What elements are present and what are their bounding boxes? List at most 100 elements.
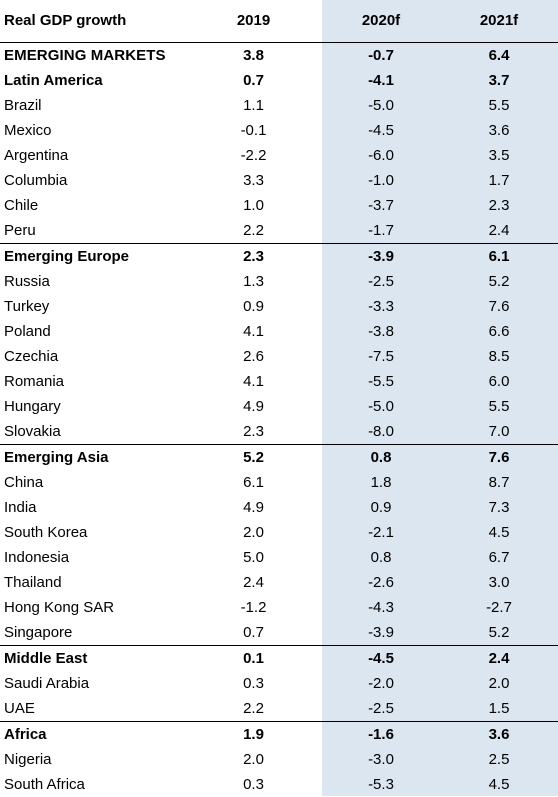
value-2020f: -5.0 [322, 394, 440, 419]
value-2021f: 3.6 [440, 722, 558, 748]
row-label: Columbia [0, 168, 185, 193]
value-2019: 4.9 [185, 495, 322, 520]
row-label: Russia [0, 269, 185, 294]
row-label: Africa [0, 722, 185, 748]
value-2020f: -5.3 [322, 772, 440, 797]
value-2021f: 5.2 [440, 620, 558, 646]
value-2019: 4.1 [185, 369, 322, 394]
row-label: Nigeria [0, 747, 185, 772]
value-2021f: 5.5 [440, 394, 558, 419]
value-2019: 0.7 [185, 620, 322, 646]
row-label: Czechia [0, 344, 185, 369]
value-2019: 2.2 [185, 696, 322, 722]
value-2021f: 8.5 [440, 344, 558, 369]
value-2019: 2.3 [185, 419, 322, 445]
row-label: UAE [0, 696, 185, 722]
value-2020f: -5.5 [322, 369, 440, 394]
value-2020f: -4.5 [322, 646, 440, 672]
value-2021f: 3.7 [440, 68, 558, 93]
value-2021f: 6.4 [440, 43, 558, 69]
value-2019: 1.0 [185, 193, 322, 218]
value-2021f: 3.6 [440, 118, 558, 143]
value-2020f: -1.6 [322, 722, 440, 748]
row-label: Chile [0, 193, 185, 218]
row-label: Latin America [0, 68, 185, 93]
value-2020f: -6.0 [322, 143, 440, 168]
value-2020f: -3.0 [322, 747, 440, 772]
header-2020f: 2020f [322, 0, 440, 43]
value-2020f: -0.7 [322, 43, 440, 69]
value-2019: 5.0 [185, 545, 322, 570]
row-label: South Africa [0, 772, 185, 797]
row-label: Emerging Asia [0, 445, 185, 471]
value-2021f: 6.1 [440, 244, 558, 270]
value-2019: 4.1 [185, 319, 322, 344]
value-2021f: 7.6 [440, 294, 558, 319]
value-2019: 0.1 [185, 646, 322, 672]
header-2021f: 2021f [440, 0, 558, 43]
value-2020f: -3.9 [322, 620, 440, 646]
row-label: Hungary [0, 394, 185, 419]
value-2019: 2.6 [185, 344, 322, 369]
value-2019: 2.0 [185, 520, 322, 545]
value-2019: 2.2 [185, 218, 322, 244]
row-label: Hong Kong SAR [0, 595, 185, 620]
row-label: Turkey [0, 294, 185, 319]
value-2021f: 8.7 [440, 470, 558, 495]
value-2019: 4.9 [185, 394, 322, 419]
value-2021f: 5.5 [440, 93, 558, 118]
row-label: Saudi Arabia [0, 671, 185, 696]
value-2020f: -5.0 [322, 93, 440, 118]
row-label: Brazil [0, 93, 185, 118]
value-2020f: -4.5 [322, 118, 440, 143]
value-2021f: 7.3 [440, 495, 558, 520]
row-label: Argentina [0, 143, 185, 168]
value-2020f: -2.1 [322, 520, 440, 545]
value-2019: 1.9 [185, 722, 322, 748]
value-2019: 0.7 [185, 68, 322, 93]
header-label: Real GDP growth [0, 0, 185, 43]
value-2021f: 1.5 [440, 696, 558, 722]
value-2020f: 1.8 [322, 470, 440, 495]
value-2021f: 2.4 [440, 646, 558, 672]
row-label: Poland [0, 319, 185, 344]
value-2019: -2.2 [185, 143, 322, 168]
value-2021f: -2.7 [440, 595, 558, 620]
row-label: Mexico [0, 118, 185, 143]
value-2020f: 0.8 [322, 545, 440, 570]
value-2021f: 7.6 [440, 445, 558, 471]
row-label: India [0, 495, 185, 520]
value-2021f: 2.0 [440, 671, 558, 696]
value-2020f: -2.5 [322, 269, 440, 294]
value-2021f: 6.7 [440, 545, 558, 570]
value-2019: 2.3 [185, 244, 322, 270]
value-2021f: 5.2 [440, 269, 558, 294]
value-2019: 3.8 [185, 43, 322, 69]
value-2021f: 2.5 [440, 747, 558, 772]
value-2021f: 6.6 [440, 319, 558, 344]
value-2021f: 4.5 [440, 772, 558, 797]
value-2019: 0.3 [185, 671, 322, 696]
row-label: Indonesia [0, 545, 185, 570]
